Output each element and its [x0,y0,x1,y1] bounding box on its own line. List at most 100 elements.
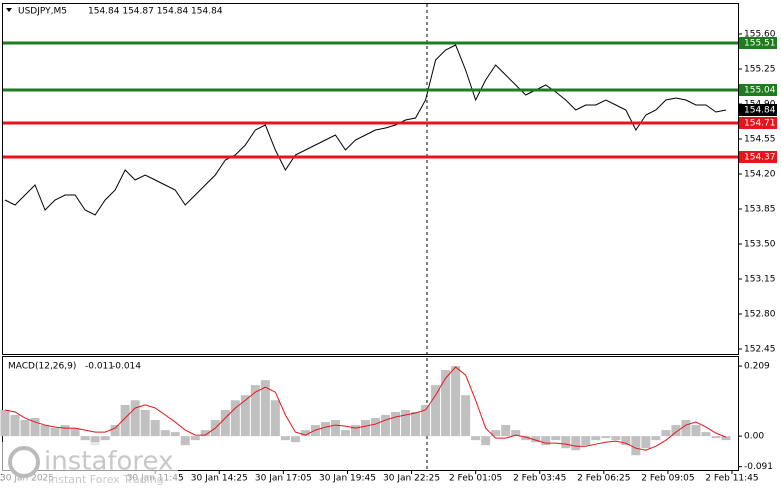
y-tick-label: 153.85 [744,205,776,215]
collapse-icon [6,8,12,12]
macd-bar [160,430,170,437]
macd-bar [120,404,130,437]
y-tick-label: 154.20 [744,170,776,180]
macd-bar [641,436,651,449]
y-tick-label: 153.15 [744,275,776,285]
macd-bar [681,420,691,437]
macd-bar [240,395,250,437]
macd-bar [401,409,411,437]
macd-bar [631,436,641,456]
macd-bar [60,425,70,437]
macd-bar [330,420,340,437]
macd-bar [190,436,200,441]
x-tick-label: 2 Feb 01:05 [449,474,502,484]
plot-layer: 155.60155.25154.90154.55154.20153.85153.… [0,30,777,484]
price-line [4,44,727,216]
logo: instaforex Instant Forex Trading [2,442,178,487]
signal-line [4,366,727,451]
macd-bar [0,409,10,437]
macd-bar [511,430,521,437]
level-label: 154.71 [744,119,776,129]
y-tick-label: 155.60 [744,30,776,40]
y-tick-label: 153.50 [744,240,776,250]
macd-bar [90,436,100,446]
macd-bar [421,404,431,437]
macd-bar [591,436,601,441]
macd-bar [471,436,481,441]
logo-icon [8,446,40,478]
level-tag [739,37,777,49]
macd-bar [270,400,280,437]
x-tick-label: 30 Jan 14:25 [191,474,248,484]
y-tick-label: 155.25 [744,65,776,75]
y-tick-label: -0.091 [744,462,773,472]
macd-bar [170,432,180,437]
y-tick-label: 0.00 [744,432,764,442]
level-label: 154.37 [744,153,776,163]
macd-main-value: -0.011 [85,362,114,372]
x-tick-label: 2 Feb 03:45 [513,474,566,484]
macd-bar [220,409,230,437]
macd-bar [371,418,381,437]
level-label: 155.04 [744,86,776,96]
macd-bar [711,436,721,439]
logo-tagline: Instant Forex Trading [48,473,164,486]
y-tick-label: 152.45 [744,345,776,355]
macd-bar [110,425,120,437]
macd-bar [411,411,421,437]
y-tick-label: 152.80 [744,310,776,320]
macd-bar [431,385,441,437]
macd-bar [441,370,451,437]
macd-bar [391,411,401,437]
macd-bar [230,400,240,437]
macd-bar [601,436,611,439]
macd-bar [551,436,561,441]
macd-bar [521,436,531,441]
y-tick-label: 0.209 [744,362,770,372]
macd-bar [541,436,551,446]
macd-bar [360,420,370,437]
x-tick-label: 30 Jan 19:45 [319,474,376,484]
level-label: 155.51 [744,39,776,49]
x-tick-label: 30 Jan 22:25 [383,474,440,484]
macd-bar [320,422,330,437]
ohlc-text: 154.84 154.87 154.84 154.84 [88,7,223,17]
macd-bar [661,430,671,437]
macd-bar [80,436,90,441]
macd-bar [621,436,631,446]
macd-bar [150,420,160,437]
symbol-title: USDJPY,M5 [18,7,67,17]
level-tag [739,117,777,129]
macd-title: MACD(12,26,9) [8,362,76,372]
macd-bar [10,415,20,437]
macd-bar [701,432,711,437]
macd-bar [200,430,210,437]
macd-bar [280,436,290,441]
macd-signal-value: -0.014 [112,362,141,372]
x-tick-label: 2 Feb 11:45 [705,474,758,484]
macd-bar [40,425,50,437]
macd-bar [30,418,40,437]
macd-bar [671,425,681,437]
macd-bar [130,400,140,437]
macd-bar [20,420,30,437]
macd-bar [461,395,471,437]
macd-bar [250,385,260,437]
macd-bar [140,409,150,437]
macd-bar [571,436,581,451]
macd-bar [481,436,491,446]
y-tick-label: 154.55 [744,135,776,145]
macd-bar [651,436,661,441]
macd-bar [581,436,591,446]
macd-bar [721,436,731,441]
macd-bar [300,430,310,437]
macd-bar [180,436,190,446]
macd-bar [501,425,511,437]
macd-bar [611,436,621,441]
x-tick-label: 30 Jan 17:05 [255,474,312,484]
macd-bar [381,415,391,437]
x-tick-label: 2 Feb 09:05 [641,474,694,484]
macd-bar [260,380,270,437]
